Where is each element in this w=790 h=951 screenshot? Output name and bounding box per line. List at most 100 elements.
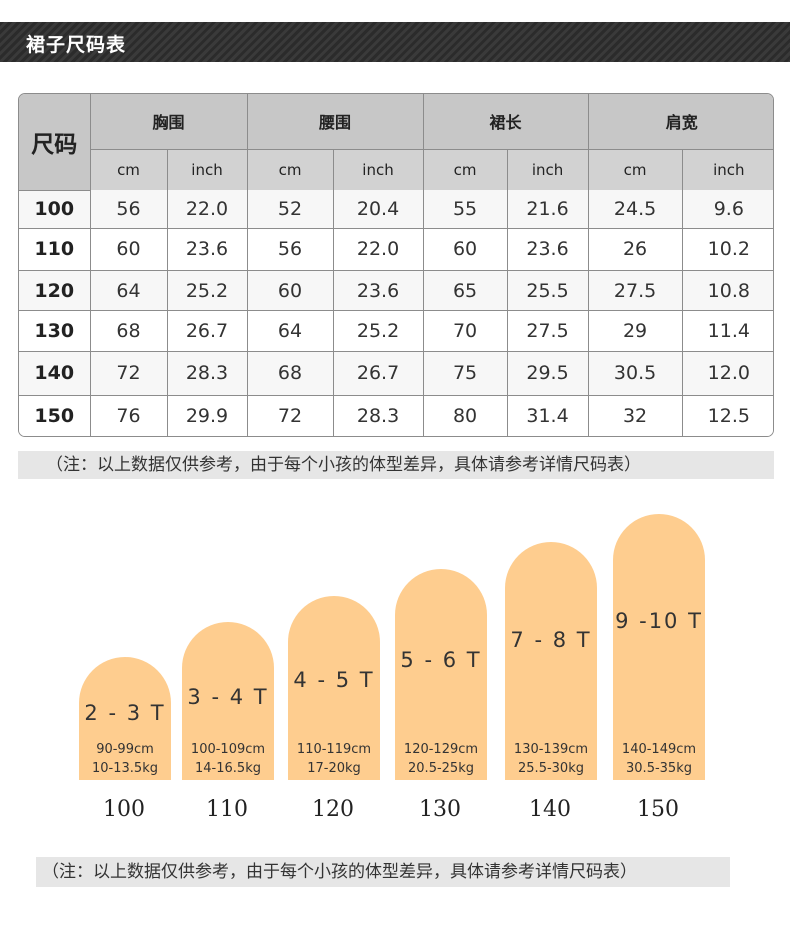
chest-group-header: 胸围 [89, 94, 248, 150]
size-cell: 110 [19, 228, 91, 271]
measurement-cell: 22.0 [166, 190, 248, 230]
unit-header: inch [506, 148, 589, 190]
weight-range-label: 20.5-25kg [408, 761, 474, 776]
measurement-cell: 30.5 [587, 351, 683, 396]
measurement-cell: 60 [89, 228, 168, 271]
table-row: 120 64 25.2 60 23.6 65 25.5 27.5 10.8 [19, 269, 773, 312]
age-range-label: 9 -10 T [615, 609, 703, 633]
measurement-cell: 27.5 [506, 310, 589, 353]
size-pill: 7 - 8 T 130-139cm 25.5-30kg [505, 542, 597, 780]
size-number-label: 100 [103, 797, 145, 822]
measurement-cell: 25.2 [332, 310, 424, 353]
table-row: 140 72 28.3 68 26.7 75 29.5 30.5 12.0 [19, 351, 773, 396]
age-range-label: 7 - 8 T [510, 628, 592, 652]
measurement-cell: 29.9 [166, 394, 248, 436]
measurement-cell: 23.6 [506, 228, 589, 271]
height-range-label: 100-109cm [190, 742, 266, 757]
height-range-label: 130-139cm [513, 742, 589, 757]
body-dimensions: 120-129cm 20.5-25kg [395, 740, 487, 778]
header-bar: 裙子尺码表 [0, 22, 790, 62]
measurement-cell: 60 [422, 228, 508, 271]
measurement-cell: 29 [587, 310, 683, 353]
size-pill: 4 - 5 T 110-119cm 17-20kg [288, 596, 380, 780]
size-pill: 2 - 3 T 90-99cm 10-13.5kg [79, 657, 171, 780]
body-dimensions: 140-149cm 30.5-35kg [613, 740, 705, 778]
measurement-cell: 21.6 [506, 190, 589, 230]
measurement-cell: 55 [422, 190, 508, 230]
measurement-cell: 56 [89, 190, 168, 230]
unit-header: inch [166, 148, 248, 190]
height-range-label: 120-129cm [403, 742, 479, 757]
size-number-label: 110 [206, 797, 248, 822]
height-range-label: 140-149cm [621, 742, 697, 757]
measurement-cell: 25.5 [506, 269, 589, 312]
measurement-cell: 60 [246, 269, 334, 312]
size-cell: 100 [19, 190, 91, 230]
measurement-cell: 32 [587, 394, 683, 436]
age-range-label: 4 - 5 T [293, 668, 375, 692]
measurement-cell: 26.7 [332, 351, 424, 396]
age-range-label: 2 - 3 T [84, 701, 166, 725]
measurement-cell: 75 [422, 351, 508, 396]
disclaimer-note-bottom: （注：以上数据仅供参考，由于每个小孩的体型差异，具体请参考详情尺码表） [36, 857, 730, 887]
measurement-cell: 68 [246, 351, 334, 396]
measurement-cell: 23.6 [166, 228, 248, 271]
table-row: 110 60 23.6 56 22.0 60 23.6 26 10.2 [19, 228, 773, 271]
size-number-label: 130 [419, 797, 461, 822]
measurement-cell: 9.6 [681, 190, 773, 230]
size-number-label: 150 [637, 797, 679, 822]
unit-header: cm [90, 148, 168, 190]
measurement-cell: 64 [246, 310, 334, 353]
body-dimensions: 130-139cm 25.5-30kg [505, 740, 597, 778]
height-range-label: 110-119cm [296, 742, 372, 757]
weight-range-label: 14-16.5kg [195, 761, 261, 776]
table-row: 150 76 29.9 72 28.3 80 31.4 32 12.5 [19, 394, 773, 436]
measurement-cell: 12.0 [681, 351, 773, 396]
size-cell: 140 [19, 351, 91, 396]
unit-header: inch [332, 148, 424, 190]
measurement-cell: 68 [89, 310, 168, 353]
measurement-cell: 27.5 [587, 269, 683, 312]
unit-header: cm [246, 148, 334, 190]
size-pill: 3 - 4 T 100-109cm 14-16.5kg [182, 622, 274, 780]
measurement-cell: 70 [422, 310, 508, 353]
measurement-cell: 65 [422, 269, 508, 312]
measurement-cell: 28.3 [332, 394, 424, 436]
measurement-cell: 24.5 [587, 190, 683, 230]
measurement-cell: 64 [89, 269, 168, 312]
measurement-cell: 26 [587, 228, 683, 271]
page-title: 裙子尺码表 [26, 34, 127, 56]
measurement-cell: 26.7 [166, 310, 248, 353]
disclaimer-note-top: （注：以上数据仅供参考，由于每个小孩的体型差异，具体请参考详情尺码表） [18, 451, 774, 479]
measurement-cell: 76 [89, 394, 168, 436]
measurement-cell: 10.2 [681, 228, 773, 271]
weight-range-label: 17-20kg [307, 761, 361, 776]
age-range-label: 3 - 4 T [187, 685, 269, 709]
body-dimensions: 100-109cm 14-16.5kg [182, 740, 274, 778]
table-row: 100 56 22.0 52 20.4 55 21.6 24.5 9.6 [19, 190, 773, 230]
body-dimensions: 110-119cm 17-20kg [288, 740, 380, 778]
size-pill: 5 - 6 T 120-129cm 20.5-25kg [395, 569, 487, 780]
size-cell: 120 [19, 269, 91, 312]
body-dimensions: 90-99cm 10-13.5kg [79, 740, 171, 778]
size-column-header: 尺码 [19, 94, 91, 191]
waist-group-header: 腰围 [246, 94, 424, 150]
length-group-header: 裙长 [422, 94, 589, 150]
age-range-label: 5 - 6 T [400, 648, 482, 672]
table-row: 130 68 26.7 64 25.2 70 27.5 29 11.4 [19, 310, 773, 353]
height-range-label: 90-99cm [96, 742, 154, 757]
unit-header: cm [587, 148, 683, 190]
size-pill: 9 -10 T 140-149cm 30.5-35kg [613, 514, 705, 780]
measurement-cell: 22.0 [332, 228, 424, 271]
weight-range-label: 10-13.5kg [92, 761, 158, 776]
weight-range-label: 30.5-35kg [626, 761, 692, 776]
measurement-cell: 20.4 [332, 190, 424, 230]
size-cell: 150 [19, 394, 91, 436]
size-number-label: 140 [529, 797, 571, 822]
weight-range-label: 25.5-30kg [518, 761, 584, 776]
measurement-cell: 10.8 [681, 269, 773, 312]
measurement-cell: 56 [246, 228, 334, 271]
measurement-cell: 31.4 [506, 394, 589, 436]
measurement-cell: 29.5 [506, 351, 589, 396]
measurement-cell: 11.4 [681, 310, 773, 353]
